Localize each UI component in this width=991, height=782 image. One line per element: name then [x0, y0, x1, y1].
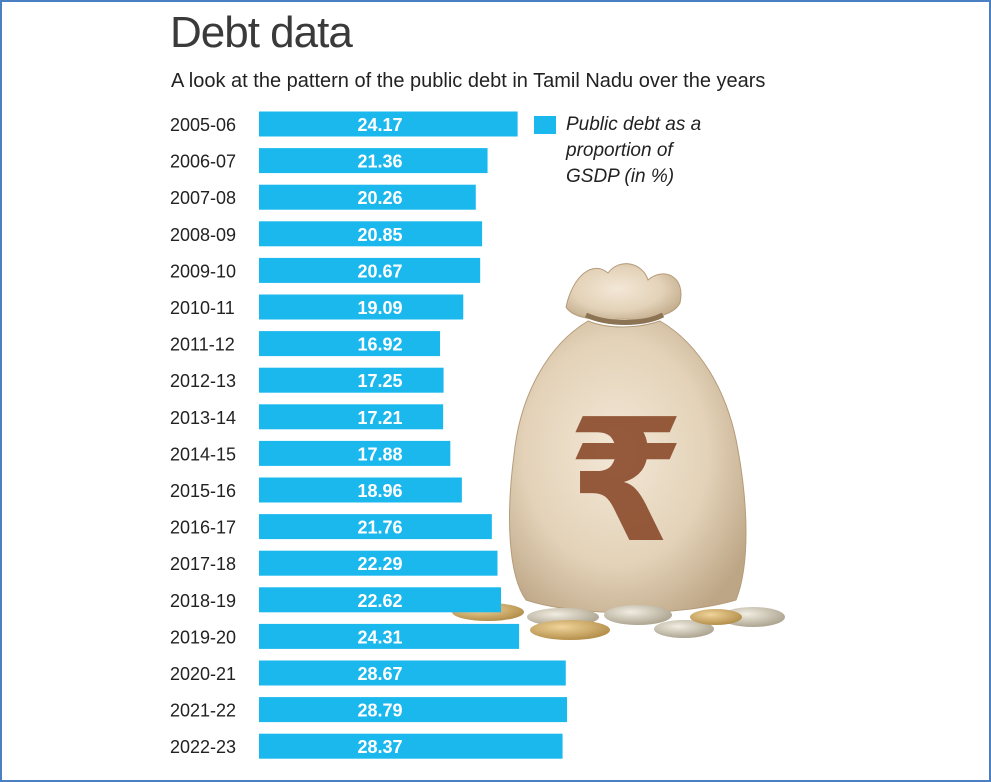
- bar: [259, 660, 566, 686]
- legend-swatch: [534, 116, 556, 134]
- data-label: 22.29: [357, 554, 402, 574]
- category-label: 2013-14: [170, 408, 236, 428]
- category-label: 2014-15: [170, 444, 236, 464]
- category-label: 2006-07: [170, 152, 236, 172]
- category-label: 2022-23: [170, 737, 236, 757]
- bar: [259, 514, 492, 540]
- bar: [259, 257, 481, 283]
- bar: [259, 111, 518, 137]
- bar: [259, 404, 444, 430]
- category-label: 2021-22: [170, 701, 236, 721]
- category-label: 2020-21: [170, 664, 236, 684]
- rupee-symbol: ₹: [567, 383, 685, 581]
- category-label: 2010-11: [170, 298, 235, 318]
- data-label: 17.21: [357, 408, 402, 428]
- data-label: 17.88: [357, 444, 402, 464]
- data-label: 17.25: [357, 371, 402, 391]
- data-label: 28.37: [357, 737, 402, 757]
- bar: [259, 294, 464, 320]
- sack-top: [565, 263, 682, 321]
- data-label: 22.62: [357, 591, 402, 611]
- data-label: 20.67: [357, 261, 402, 281]
- bar: [259, 440, 451, 466]
- coin-icon: [721, 607, 785, 627]
- category-label: 2016-17: [170, 518, 236, 538]
- category-label: 2008-09: [170, 225, 236, 245]
- bar: [259, 697, 568, 723]
- bar: [259, 367, 444, 393]
- category-label: 2012-13: [170, 371, 236, 391]
- data-label: 21.36: [357, 152, 402, 172]
- data-label: 28.67: [357, 664, 402, 684]
- data-label: 19.09: [357, 298, 402, 318]
- category-label: 2018-19: [170, 591, 236, 611]
- bar: [259, 550, 498, 576]
- sack-body: [509, 320, 747, 614]
- sack-tie: [584, 312, 665, 325]
- coin-icon: [690, 609, 742, 625]
- bar: [259, 148, 488, 174]
- chart-subtitle: A look at the pattern of the public debt…: [171, 70, 766, 92]
- bar: [259, 221, 483, 247]
- category-label: 2015-16: [170, 481, 236, 501]
- legend-label: Public debt as a proportion of GSDP (in …: [566, 114, 702, 187]
- category-label: 2009-10: [170, 261, 236, 281]
- bar: [259, 331, 441, 357]
- category-label: 2011-12: [170, 335, 235, 355]
- data-label: 20.26: [357, 188, 402, 208]
- data-label: 20.85: [357, 225, 402, 245]
- category-label: 2019-20: [170, 627, 236, 647]
- bar: [259, 477, 462, 503]
- data-label: 28.79: [357, 701, 402, 721]
- data-label: 16.92: [357, 335, 402, 355]
- chart-title: Debt data: [170, 8, 353, 57]
- category-label: 2017-18: [170, 554, 236, 574]
- money-bag-rupee-icon: ₹: [452, 263, 785, 640]
- bar: [259, 587, 502, 613]
- data-label: 24.31: [357, 627, 402, 647]
- category-label: 2005-06: [170, 115, 236, 135]
- bar: [259, 623, 520, 649]
- coin-icon: [604, 605, 672, 625]
- category-label: 2007-08: [170, 188, 236, 208]
- coin-icon: [530, 620, 610, 640]
- data-label: 18.96: [357, 481, 402, 501]
- bar: [259, 184, 476, 210]
- data-label: 21.76: [357, 518, 402, 538]
- bar: [259, 733, 563, 759]
- coin-icon: [654, 620, 714, 638]
- data-label: 24.17: [357, 115, 402, 135]
